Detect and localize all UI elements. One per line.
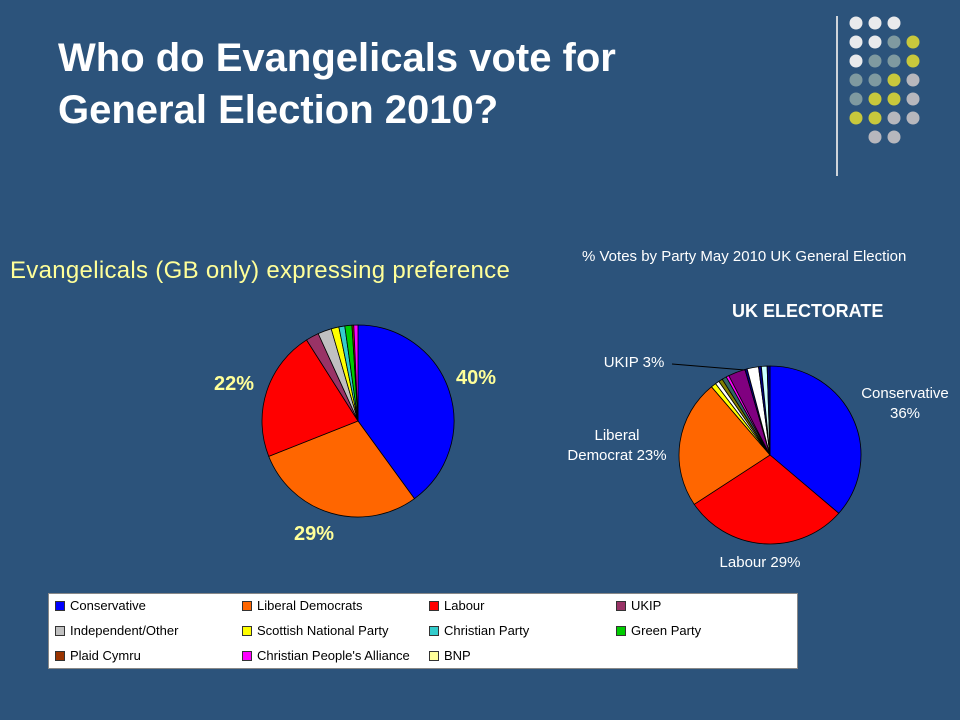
- legend-item-conservative: Conservative: [55, 598, 146, 613]
- legend-item-christian-people-s-alliance: Christian People's Alliance: [242, 648, 410, 663]
- slide-title-line1: Who do Evangelicals vote for: [58, 36, 616, 80]
- evangelicals-pie: 40% 29% 22%: [214, 324, 496, 545]
- legend-item-plaid-cymru: Plaid Cymru: [55, 648, 141, 663]
- legend-swatch: [429, 650, 439, 661]
- legend-label: Green Party: [631, 623, 702, 638]
- electorate-pie: Conservative 36% Labour 29% Liberal Democrat…: [567, 354, 948, 571]
- decorative-divider: [836, 16, 838, 176]
- legend-label: Liberal Democrats: [257, 598, 363, 613]
- legend-swatch: [55, 600, 65, 611]
- decor-dot: [849, 16, 863, 30]
- legend-item-bnp: BNP: [429, 648, 471, 663]
- right-chart-title: % Votes by Party May 2010 UK General Ele…: [582, 248, 907, 265]
- electorate-pie-label-liberal-democrat-0: Liberal: [594, 427, 639, 444]
- decor-dot: [887, 16, 901, 30]
- slide-title-line2: General Election 2010?: [58, 88, 499, 132]
- decor-dot: [868, 16, 882, 30]
- decor-dot: [849, 73, 863, 87]
- decor-dot: [849, 111, 863, 125]
- chart-legend: Conservative Liberal Democrats Labour UKIP I…: [48, 593, 798, 669]
- decor-dot: [887, 54, 901, 68]
- left-chart-title: Evangelicals (GB only) expressing prefer…: [10, 257, 511, 284]
- decor-dot: [887, 73, 901, 87]
- electorate-pie-label-ukip-0: UKIP 3%: [604, 354, 665, 371]
- legend-label: Independent/Other: [70, 623, 179, 638]
- legend-label: Christian Party: [444, 623, 530, 638]
- legend-item-liberal-democrats: Liberal Democrats: [242, 598, 363, 613]
- legend-label: Christian People's Alliance: [257, 648, 410, 663]
- decor-dot: [849, 92, 863, 106]
- decor-dot: [868, 111, 882, 125]
- electorate-pie-slice-labour-1: [693, 454, 840, 545]
- legend-item-green-party: Green Party: [616, 623, 701, 638]
- legend-item-scottish-national-party: Scottish National Party: [242, 623, 389, 638]
- legend-label: Plaid Cymru: [70, 648, 141, 663]
- legend-swatch: [242, 600, 252, 611]
- electorate-pie-slice-liberal-democrat-2: [678, 386, 771, 505]
- right-chart-subtitle: UK ELECTORATE: [732, 301, 884, 321]
- decor-dot: [868, 35, 882, 49]
- legend-item-independent-other: Independent/Other: [55, 623, 178, 638]
- decor-dot: [906, 111, 920, 125]
- electorate-pie-label-liberal-democrat-1: Democrat 23%: [567, 447, 666, 464]
- decor-dot: [887, 92, 901, 106]
- decor-dot: [849, 54, 863, 68]
- legend-label: Labour: [444, 598, 485, 613]
- electorate-pie-ukip-leader-line: [671, 363, 746, 371]
- legend-swatch: [242, 650, 252, 661]
- evangelicals-pie-label-liberal-democrats: 29%: [294, 523, 334, 545]
- legend-swatch: [429, 600, 439, 611]
- decorative-dot-grid: [849, 16, 920, 144]
- evangelicals-pie-label-conservative: 40%: [456, 367, 496, 389]
- legend-swatch: [616, 625, 626, 636]
- legend-swatch: [429, 625, 439, 636]
- legend-swatch: [55, 650, 65, 661]
- decor-dot: [887, 111, 901, 125]
- decor-dot: [868, 130, 882, 144]
- decor-dot: [906, 92, 920, 106]
- electorate-pie-slice-other-13: [766, 365, 771, 456]
- evangelicals-pie-slice-conservative-0: [357, 324, 455, 500]
- electorate-pie-slice-conservative-0: [769, 365, 862, 514]
- decor-dot: [906, 54, 920, 68]
- evangelicals-pie-slice-labour-2: [261, 339, 359, 457]
- legend-item-christian-party: Christian Party: [429, 623, 529, 638]
- legend-swatch: [616, 600, 626, 611]
- legend-label: Conservative: [70, 598, 146, 613]
- electorate-pie-label-conservative-0: Conservative: [861, 385, 949, 402]
- legend-item-labour: Labour: [429, 598, 484, 613]
- evangelicals-pie-label-labour: 22%: [214, 373, 254, 395]
- decor-dot: [887, 35, 901, 49]
- decor-dot: [849, 35, 863, 49]
- evangelicals-pie-slice-liberal-democrats-1: [268, 420, 415, 518]
- evangelicals-pie-slice-christian-people-s-alliance-9: [353, 324, 359, 422]
- legend-item-ukip: UKIP: [616, 598, 661, 613]
- slide-title: Who do Evangelicals vote for General Ele…: [58, 32, 758, 136]
- legend-swatch: [242, 625, 252, 636]
- decor-dot: [868, 54, 882, 68]
- decor-dot: [868, 92, 882, 106]
- legend-label: Scottish National Party: [257, 623, 389, 638]
- decor-dot: [868, 73, 882, 87]
- legend-label: BNP: [444, 648, 471, 663]
- decor-dot: [887, 130, 901, 144]
- decor-dot: [906, 73, 920, 87]
- legend-label: UKIP: [631, 598, 662, 613]
- legend-swatch: [55, 625, 65, 636]
- electorate-pie-label-labour-0: Labour 29%: [720, 554, 801, 571]
- decor-dot: [906, 35, 920, 49]
- electorate-pie-label-conservative-1: 36%: [890, 405, 920, 422]
